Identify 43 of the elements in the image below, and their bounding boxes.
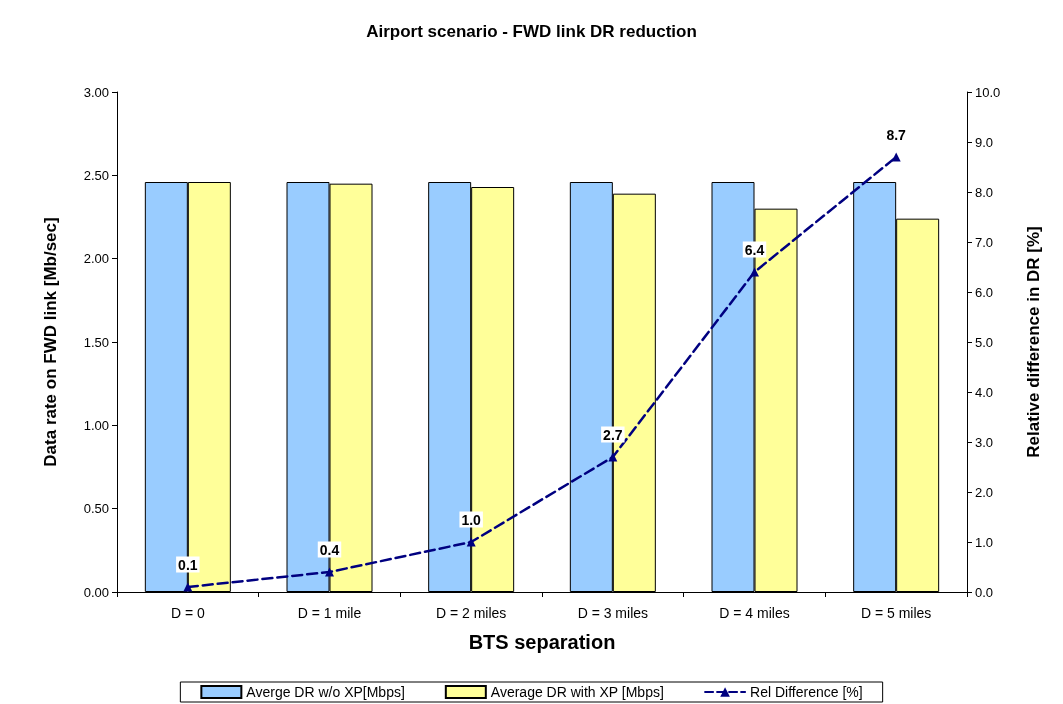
y2-tick-label: 2.0 [975,484,994,500]
point [466,537,476,547]
y2-tick-label: 3.0 [975,434,994,450]
y-tick-label: 2.00 [83,251,109,267]
x-tick-label: D = 3 miles [577,605,649,621]
y-tick-label: 3.00 [83,84,109,100]
chart-title: Airport scenario - FWD link DR reduction [366,22,697,41]
y2-tick-label: 8.0 [975,184,994,200]
y2-tick-label: 1.0 [975,534,994,550]
point [750,267,759,277]
data-label: 1.0 [461,511,482,528]
x-axis-title: BTS separation [468,631,616,653]
y-tick-label: 1.00 [83,417,109,433]
data-label: 2.7 [603,426,623,443]
y2-tick-label: 6.0 [975,284,994,300]
x-tick-label: D = 5 miles [860,605,932,621]
legend-label: Rel Difference [%] [750,684,863,700]
data-label: 6.4 [744,241,765,258]
y-tick-label: 0.00 [83,584,109,600]
y-tick-label: 2.50 [83,167,109,183]
data-label: 0.1 [178,556,198,573]
x-tick-label: D = 0 [170,605,205,621]
point [325,567,334,577]
point [608,452,618,462]
y2-axis-title: Relative difference in DR [%] [1024,226,1043,458]
legend-label: Average DR with XP [Mbps] [490,684,664,700]
point [891,152,901,162]
x-tick-label: D = 2 miles [435,605,507,621]
point [183,582,193,592]
x-tick-label: D = 1 mile [297,605,362,621]
y2-tick-label: 7.0 [975,234,994,250]
y2-tick-label: 4.0 [975,384,994,400]
y2-tick-label: 10.0 [975,84,1001,100]
y2-tick-label: 0.0 [975,584,994,600]
data-label: 8.7 [886,126,907,143]
data-label: 0.4 [319,541,340,558]
y2-tick-label: 9.0 [975,134,994,150]
y-tick-label: 0.50 [83,501,109,517]
legend-label: Averge DR w/o XP[Mbps] [246,684,405,700]
y-axis-title: Data rate on FWD link [Mb/sec] [41,217,60,467]
y-tick-label: 1.50 [83,334,109,350]
x-tick-label: D = 4 miles [719,605,790,621]
y2-tick-label: 5.0 [975,334,994,350]
